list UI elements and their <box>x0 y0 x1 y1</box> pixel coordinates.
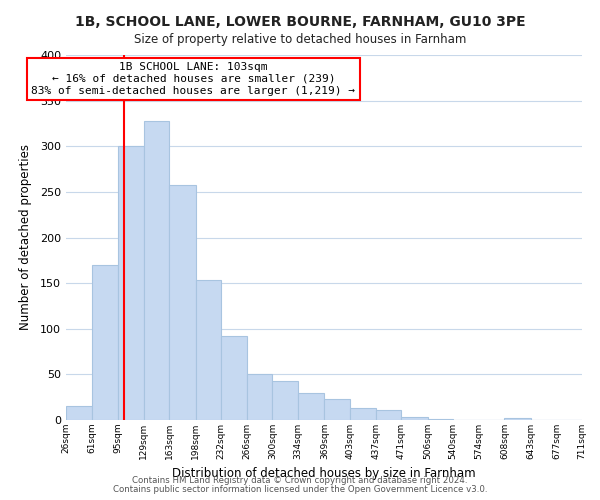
Bar <box>376 410 401 420</box>
Bar <box>350 408 376 420</box>
Bar <box>196 280 221 420</box>
Bar <box>272 381 298 420</box>
Bar <box>143 120 169 420</box>
Bar <box>66 406 92 420</box>
Text: Contains HM Land Registry data © Crown copyright and database right 2024.: Contains HM Land Registry data © Crown c… <box>132 476 468 485</box>
Y-axis label: Number of detached properties: Number of detached properties <box>19 144 32 330</box>
Bar <box>169 184 196 420</box>
Bar <box>118 146 143 420</box>
Bar <box>428 419 453 420</box>
Bar <box>401 418 428 420</box>
Bar <box>505 418 531 420</box>
Text: Contains public sector information licensed under the Open Government Licence v3: Contains public sector information licen… <box>113 485 487 494</box>
X-axis label: Distribution of detached houses by size in Farnham: Distribution of detached houses by size … <box>172 468 476 480</box>
Bar <box>325 399 350 420</box>
Bar <box>298 392 325 420</box>
Bar <box>92 265 118 420</box>
Bar <box>247 374 272 420</box>
Text: 1B, SCHOOL LANE, LOWER BOURNE, FARNHAM, GU10 3PE: 1B, SCHOOL LANE, LOWER BOURNE, FARNHAM, … <box>74 15 526 29</box>
Text: 1B SCHOOL LANE: 103sqm
← 16% of detached houses are smaller (239)
83% of semi-de: 1B SCHOOL LANE: 103sqm ← 16% of detached… <box>31 62 355 96</box>
Bar <box>221 336 247 420</box>
Text: Size of property relative to detached houses in Farnham: Size of property relative to detached ho… <box>134 32 466 46</box>
